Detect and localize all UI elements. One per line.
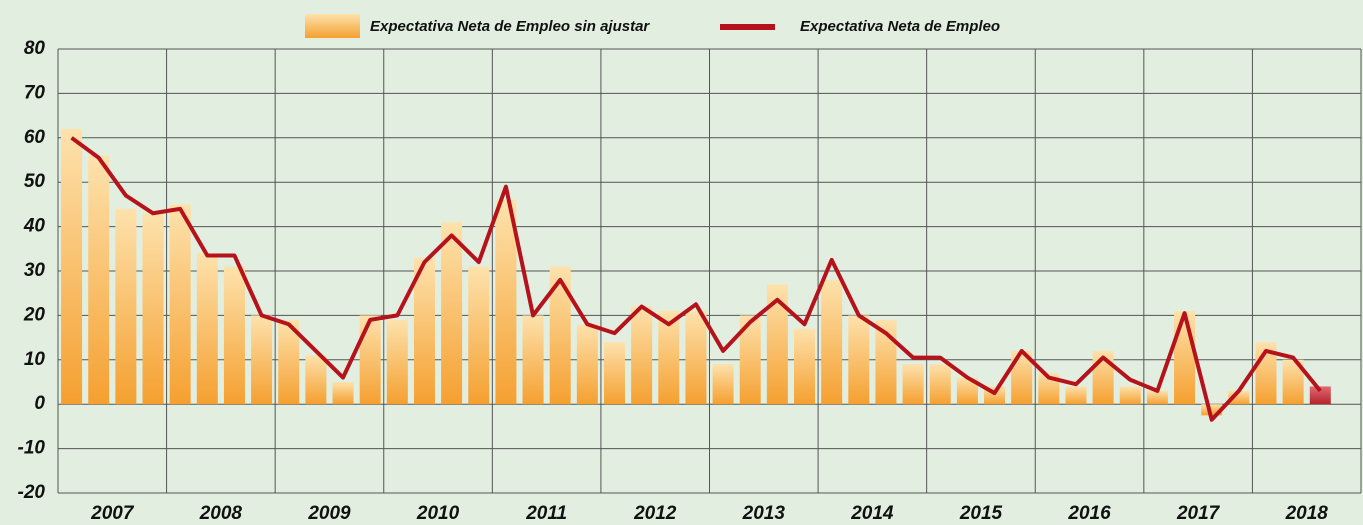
bar — [1119, 386, 1141, 405]
bar — [522, 315, 544, 405]
y-tick-label: 60 — [24, 127, 46, 148]
legend-swatch-bar — [305, 14, 360, 38]
bar — [603, 342, 625, 405]
bar — [196, 253, 218, 405]
bar — [61, 128, 83, 405]
bar — [251, 315, 273, 405]
lines — [70, 136, 1322, 422]
legend-swatch-line — [720, 24, 775, 30]
labels: -20 -10 0 10 20 30 40 50 60 70 80 2007 2008 2009 2010 2… — [18, 38, 1329, 524]
x-tick-label: 2017 — [1176, 503, 1221, 524]
grid — [57, 48, 1362, 494]
bar — [468, 266, 490, 405]
y-tick-label: 30 — [24, 260, 46, 281]
bar — [413, 257, 435, 405]
bar — [875, 319, 897, 405]
bar — [1065, 386, 1087, 405]
x-tick-label: 2013 — [742, 503, 786, 524]
bar — [631, 306, 653, 405]
bar — [821, 279, 843, 405]
bar — [1201, 404, 1223, 416]
x-tick-label: 2015 — [959, 503, 1003, 524]
y-tick-label: -20 — [18, 482, 46, 503]
bar — [685, 310, 707, 405]
bar — [549, 266, 571, 405]
bar — [305, 355, 327, 405]
bar — [359, 315, 381, 405]
bar — [386, 319, 408, 405]
x-tick-label: 2011 — [525, 503, 567, 524]
bar — [495, 199, 517, 405]
bar — [1146, 390, 1168, 405]
bar — [115, 208, 137, 405]
bar — [929, 364, 951, 405]
bar — [1174, 310, 1196, 405]
y-tick-label: 80 — [24, 38, 46, 59]
bar — [1282, 359, 1304, 405]
bar — [169, 204, 191, 405]
bar — [848, 315, 870, 405]
y-tick-label: 20 — [23, 304, 46, 325]
y-tick-label: 0 — [34, 393, 45, 414]
x-tick-label: 2016 — [1067, 503, 1111, 524]
y-tick-label: -10 — [18, 438, 46, 459]
bar — [794, 328, 816, 405]
bar — [142, 213, 164, 405]
x-tick-label: 2008 — [199, 503, 243, 524]
bar — [441, 222, 463, 405]
y-tick-label: 70 — [24, 82, 46, 103]
bar — [88, 155, 110, 405]
legend-label: Expectativa Neta de Empleo — [800, 18, 1000, 35]
bar — [739, 315, 761, 405]
bar — [956, 377, 978, 405]
bars — [61, 128, 1331, 416]
legend-label: Expectativa Neta de Empleo sin ajustar — [370, 18, 650, 35]
bar — [658, 310, 680, 405]
bar — [278, 319, 300, 405]
x-tick-label: 2012 — [633, 503, 677, 524]
bar — [332, 382, 354, 405]
bar — [223, 266, 245, 405]
x-tick-label: 2010 — [416, 503, 460, 524]
line — [70, 136, 1322, 422]
x-tick-label: 2009 — [307, 503, 351, 524]
x-tick-label: 2007 — [90, 503, 135, 524]
y-tick-label: 50 — [24, 171, 46, 192]
bar — [1309, 386, 1331, 405]
y-tick-label: 10 — [24, 349, 46, 370]
x-tick-label: 2014 — [850, 503, 894, 524]
bar — [712, 364, 734, 405]
x-tick-label: 2018 — [1285, 503, 1329, 524]
bar — [902, 364, 924, 405]
bar — [576, 324, 598, 405]
bar — [766, 284, 788, 405]
bar — [1011, 350, 1033, 405]
y-tick-label: 40 — [23, 216, 46, 237]
